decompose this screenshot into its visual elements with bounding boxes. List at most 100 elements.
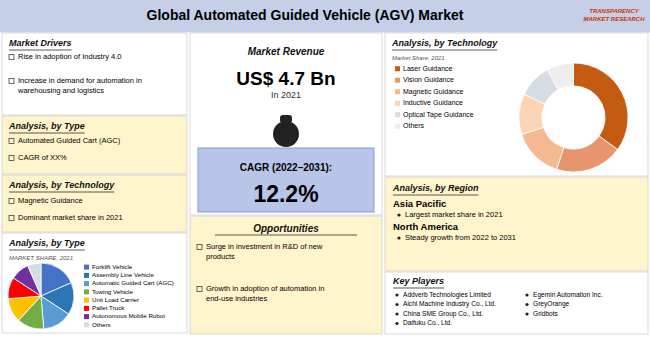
legend-swatch (395, 89, 400, 94)
text-line: warehousing and logistics (17, 85, 104, 94)
legend-swatch (395, 78, 400, 83)
text-line: Rise in adoption of Industry 4.0 (18, 52, 121, 61)
text-panel (190, 216, 382, 334)
panel-title: Analysis, by Technology (8, 180, 115, 190)
legend-swatch (84, 281, 89, 286)
money-bag-icon (273, 121, 299, 147)
main-title: Global Automated Guided Vehicle (AGV) Ma… (147, 7, 464, 23)
text-line: Dominant market share in 2021 (18, 213, 123, 222)
legend-swatch (84, 289, 89, 294)
region-note: Largest market share in 2021 (405, 210, 503, 219)
text-line: Growth in adoption of automation in (206, 284, 324, 293)
text-line: products (206, 251, 235, 260)
bullet (395, 293, 398, 296)
panel-title: Analysis, by Technology (391, 38, 498, 48)
list-item: Surge in investment in R&D of newproduct… (206, 242, 323, 261)
pie-slice (28, 263, 41, 296)
player-name: China SME Group Co., Ltd. (403, 310, 483, 318)
title-underline (9, 192, 114, 193)
bullet (197, 245, 202, 250)
panel-title: Analysis, by Type (8, 238, 85, 248)
panel-title: Market Drivers (9, 38, 72, 48)
infographic: Global Automated Guided Vehicle (AGV) Ma… (0, 0, 650, 339)
panel-title: Key Players (393, 276, 444, 286)
pie-slice (557, 136, 618, 172)
region-heading: North America (393, 221, 459, 232)
list-item: Dominant market share in 2021 (18, 213, 123, 222)
text-panel (385, 272, 648, 334)
player-name: Daifuku Co., Ltd. (403, 319, 452, 326)
text-line: Increase in demand for automation in (18, 76, 142, 85)
bullet (197, 287, 202, 292)
text-panel (2, 116, 187, 174)
bullet (525, 293, 528, 296)
legend-swatch (395, 124, 400, 129)
title-underline (9, 250, 85, 251)
legend-label: Towing Vehicle (92, 288, 133, 295)
player-name: Egemin Automation Inc. (533, 291, 603, 299)
cagr-value: 12.2% (253, 181, 318, 207)
legend-swatch (84, 273, 89, 278)
legend-swatch (84, 322, 89, 327)
bullet (525, 312, 528, 315)
title-underline (215, 235, 357, 236)
cagr-box (198, 148, 374, 212)
revenue-value: US$ 4.7 Bn (236, 68, 335, 89)
legend-label: Pallet Truck (92, 304, 125, 311)
title-underline (393, 195, 479, 196)
region-note: Steady growth from 2022 to 2031 (405, 233, 516, 242)
legend-label: Laser Guidance (403, 65, 453, 72)
legend-swatch (395, 66, 400, 71)
chart-panel (2, 233, 187, 333)
revenue-note: In 2021 (271, 90, 301, 100)
text-panel (2, 175, 187, 232)
chart-subtitle: MARKET SHARE, 2021 (9, 255, 73, 261)
text-line: end-use industries (206, 293, 268, 302)
bullet (9, 79, 14, 84)
pie-slice (41, 296, 69, 329)
logo-text: TRANSPARENCY (589, 8, 640, 14)
player-name: GreyOrange (533, 300, 570, 308)
player-name: Addverb Technologies Limited (403, 291, 491, 299)
legend-swatch (84, 314, 89, 319)
logo-text: MARKET RESEARCH (583, 16, 645, 22)
money-bag-icon (280, 115, 292, 123)
legend-label: Autonomous Mobile Robot (92, 312, 165, 319)
list-item: Rise in adoption of Industry 4.0 (18, 52, 121, 61)
legend-label: Unit Load Carrier (92, 296, 139, 303)
text-line: Automated Guided Cart (AGC) (18, 136, 121, 145)
pie-slice (522, 127, 564, 169)
legend-label: Automatic Guided Cart (AGC) (92, 279, 174, 286)
bullet (9, 139, 14, 144)
panel-title: Opportunities (253, 223, 319, 234)
legend-label: Magnetic Guidance (403, 88, 463, 96)
bullet (397, 236, 400, 239)
title-underline (392, 50, 497, 51)
pie-slice (547, 63, 573, 90)
legend-label: Assembly Line Vehicle (92, 271, 154, 278)
title-underline (9, 50, 72, 51)
bullet (525, 303, 528, 306)
pie-slice (574, 63, 629, 150)
bullet (397, 213, 400, 216)
text-line: Surge in investment in R&D of new (206, 242, 323, 251)
player-name: Aichi Machine Industry Co., Ltd. (403, 300, 496, 308)
text-panel (385, 177, 648, 271)
list-item: CAGR of XX% (18, 153, 67, 162)
text-line: Magnetic Guidance (18, 196, 83, 205)
bullet (9, 156, 14, 161)
title-underline (393, 288, 444, 289)
legend-label: Others (403, 122, 425, 129)
pie (8, 263, 74, 329)
legend-label: Forklift Vehicle (92, 263, 133, 270)
bullet (395, 303, 398, 306)
legend-label: Inductive Guidance (403, 99, 463, 106)
list-item: Increase in demand for automation inware… (17, 76, 142, 95)
legend-swatch (84, 265, 89, 270)
pie-slice (8, 296, 41, 320)
legend-swatch (84, 306, 89, 311)
legend-label: Vision Guidance (403, 76, 454, 83)
chart-subtitle: Market Share, 2021 (392, 55, 445, 61)
region-heading: Asia Pacific (393, 198, 446, 209)
kpi-title: Market Revenue (248, 46, 325, 57)
